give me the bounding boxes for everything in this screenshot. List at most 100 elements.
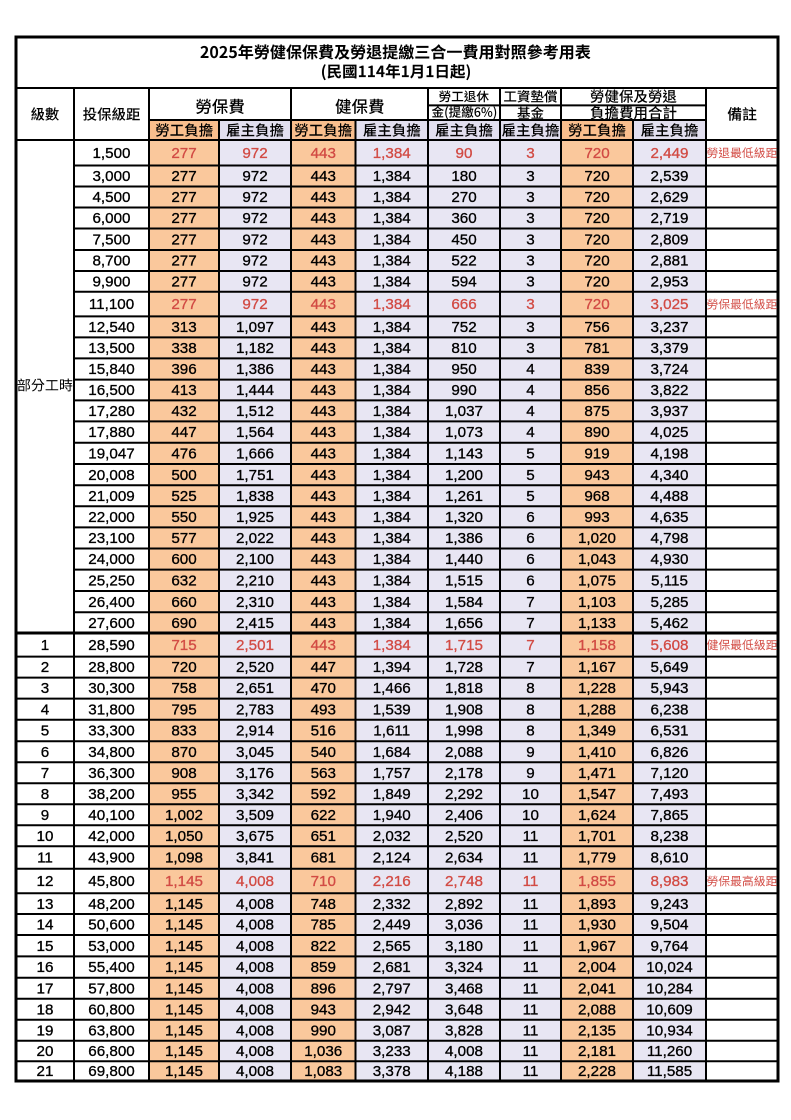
svg-text:896: 896: [311, 980, 336, 997]
svg-text:5,649: 5,649: [650, 659, 688, 676]
svg-text:11: 11: [523, 980, 539, 997]
svg-text:30,300: 30,300: [88, 680, 134, 697]
svg-text:11: 11: [523, 1001, 539, 1018]
svg-text:277: 277: [171, 168, 196, 185]
svg-text:3,233: 3,233: [373, 1043, 411, 1060]
svg-text:8,238: 8,238: [650, 828, 688, 845]
svg-text:2,520: 2,520: [236, 659, 274, 676]
svg-text:1,394: 1,394: [373, 659, 411, 676]
svg-text:2,100: 2,100: [236, 551, 274, 568]
svg-text:781: 781: [584, 340, 609, 357]
svg-text:720: 720: [584, 145, 609, 162]
svg-text:1,384: 1,384: [373, 509, 411, 526]
svg-text:950: 950: [451, 361, 476, 378]
svg-text:632: 632: [171, 572, 196, 589]
svg-text:1,384: 1,384: [373, 340, 411, 357]
svg-text:13: 13: [37, 896, 54, 913]
svg-text:17,880: 17,880: [88, 424, 134, 441]
svg-text:443: 443: [311, 424, 336, 441]
svg-text:1,145: 1,145: [165, 917, 203, 934]
svg-text:4: 4: [526, 403, 534, 420]
svg-text:28,800: 28,800: [88, 659, 134, 676]
svg-text:11: 11: [523, 1043, 539, 1060]
svg-text:1,384: 1,384: [373, 424, 411, 441]
svg-text:4,008: 4,008: [445, 1043, 483, 1060]
svg-text:1,050: 1,050: [165, 828, 203, 845]
svg-text:8: 8: [526, 680, 534, 697]
svg-text:48,200: 48,200: [88, 896, 134, 913]
svg-text:870: 870: [171, 744, 196, 761]
svg-text:2,520: 2,520: [445, 828, 483, 845]
svg-text:500: 500: [171, 467, 196, 484]
svg-text:443: 443: [311, 488, 336, 505]
svg-text:40,100: 40,100: [88, 807, 134, 824]
svg-text:1,998: 1,998: [445, 723, 483, 740]
svg-text:758: 758: [171, 680, 196, 697]
svg-text:3: 3: [526, 340, 534, 357]
svg-text:8,700: 8,700: [92, 253, 130, 270]
svg-text:3,000: 3,000: [92, 168, 130, 185]
svg-text:1,855: 1,855: [578, 873, 616, 890]
svg-text:1,930: 1,930: [578, 917, 616, 934]
svg-text:3,937: 3,937: [650, 403, 688, 420]
svg-text:7: 7: [526, 659, 534, 676]
svg-text:1,384: 1,384: [373, 551, 411, 568]
svg-text:1,261: 1,261: [445, 488, 483, 505]
svg-text:2,881: 2,881: [650, 253, 688, 270]
svg-text:443: 443: [311, 210, 336, 227]
svg-text:53,000: 53,000: [88, 938, 134, 955]
svg-text:1,145: 1,145: [165, 896, 203, 913]
svg-text:277: 277: [171, 189, 196, 206]
svg-text:6,531: 6,531: [650, 723, 688, 740]
svg-text:3,828: 3,828: [445, 1022, 483, 1039]
svg-text:1,384: 1,384: [373, 319, 411, 336]
svg-text:972: 972: [242, 189, 267, 206]
svg-text:1,384: 1,384: [373, 296, 411, 313]
svg-text:990: 990: [311, 1022, 336, 1039]
svg-text:443: 443: [311, 145, 336, 162]
svg-text:1,893: 1,893: [578, 896, 616, 913]
svg-text:31,800: 31,800: [88, 701, 134, 718]
svg-text:10,609: 10,609: [646, 1001, 692, 1018]
svg-text:1,083: 1,083: [304, 1063, 342, 1080]
svg-text:18: 18: [37, 1001, 54, 1018]
svg-text:3,468: 3,468: [445, 980, 483, 997]
svg-text:1,145: 1,145: [165, 938, 203, 955]
svg-text:60,800: 60,800: [88, 1001, 134, 1018]
svg-text:42,000: 42,000: [88, 828, 134, 845]
svg-text:972: 972: [242, 231, 267, 248]
svg-text:9: 9: [526, 765, 534, 782]
svg-text:11: 11: [523, 873, 539, 890]
svg-text:2,634: 2,634: [445, 850, 483, 867]
svg-text:10: 10: [522, 786, 539, 803]
svg-text:7: 7: [526, 594, 534, 611]
svg-text:1,145: 1,145: [165, 873, 203, 890]
svg-text:1,500: 1,500: [92, 145, 130, 162]
svg-text:752: 752: [451, 319, 476, 336]
svg-text:1: 1: [41, 637, 49, 654]
svg-text:3: 3: [526, 253, 534, 270]
svg-text:4: 4: [41, 701, 49, 718]
svg-text:4,008: 4,008: [236, 959, 274, 976]
svg-text:822: 822: [311, 938, 336, 955]
svg-text:66,800: 66,800: [88, 1043, 134, 1060]
svg-text:3: 3: [526, 231, 534, 248]
svg-text:4: 4: [526, 361, 534, 378]
svg-text:6: 6: [526, 530, 534, 547]
svg-text:1,384: 1,384: [373, 189, 411, 206]
svg-text:1,838: 1,838: [236, 488, 274, 505]
svg-text:1,133: 1,133: [578, 615, 616, 632]
svg-text:4,488: 4,488: [650, 488, 688, 505]
svg-text:2,681: 2,681: [373, 959, 411, 976]
svg-text:4,008: 4,008: [236, 917, 274, 934]
svg-text:2,041: 2,041: [578, 980, 616, 997]
svg-text:443: 443: [311, 274, 336, 291]
svg-text:1,410: 1,410: [578, 744, 616, 761]
svg-text:856: 856: [584, 382, 609, 399]
svg-text:839: 839: [584, 361, 609, 378]
svg-text:2,406: 2,406: [445, 807, 483, 824]
svg-text:1,228: 1,228: [578, 680, 616, 697]
svg-text:1,384: 1,384: [373, 231, 411, 248]
svg-text:2,088: 2,088: [578, 1001, 616, 1018]
svg-text:1,656: 1,656: [445, 615, 483, 632]
